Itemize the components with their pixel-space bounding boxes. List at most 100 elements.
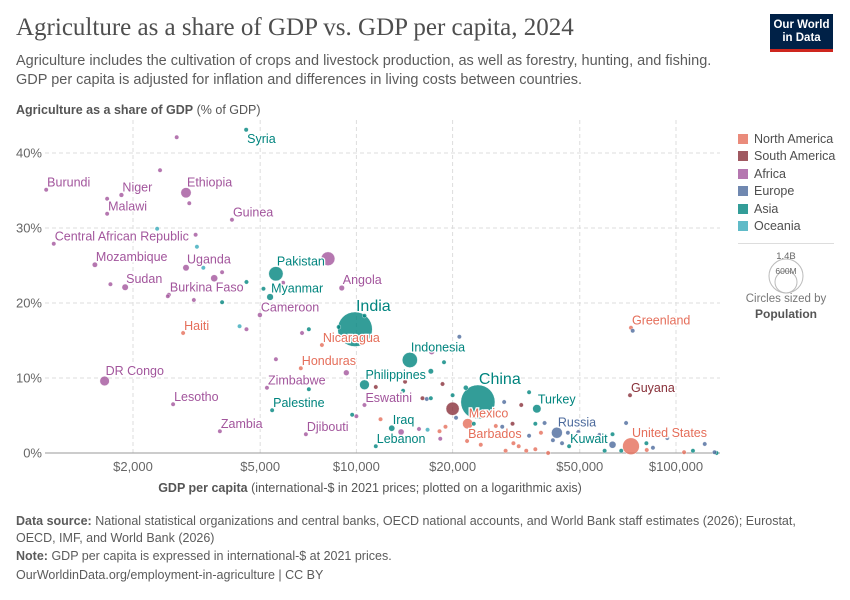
legend-swatch <box>738 151 748 162</box>
data-point-dr-congo <box>99 376 110 386</box>
data-point <box>510 421 515 427</box>
data-point-malawi <box>104 211 110 217</box>
data-point-eswatini <box>362 402 367 408</box>
data-point <box>445 401 460 416</box>
data-point-label: Djibouti <box>307 420 349 434</box>
data-point <box>542 420 547 426</box>
legend-label: South America <box>754 149 836 164</box>
data-point <box>501 399 507 405</box>
data-point-guinea <box>229 217 235 223</box>
data-point <box>428 395 434 401</box>
legend-item-north-america[interactable]: North America <box>738 130 835 148</box>
data-point <box>602 448 608 454</box>
data-point <box>503 448 509 454</box>
y-axis-label-bold: Agriculture as a share of GDP <box>16 103 194 117</box>
data-point-djibouti <box>303 431 309 437</box>
data-point <box>397 428 405 436</box>
footer: Data source: National statistical organi… <box>16 513 816 585</box>
legend-item-europe[interactable]: Europe <box>738 183 835 201</box>
size-legend-large-circle <box>768 258 804 294</box>
data-point <box>478 442 484 448</box>
data-point <box>690 448 696 454</box>
data-point-philippines <box>359 379 370 390</box>
data-point <box>349 412 355 418</box>
data-point <box>664 435 670 441</box>
data-point <box>608 441 617 449</box>
data-point <box>644 447 650 453</box>
data-point <box>493 423 499 429</box>
data-point-label: Lesotho <box>174 390 219 404</box>
data-point <box>193 232 199 238</box>
data-point <box>336 324 342 330</box>
data-point <box>373 384 379 390</box>
data-point <box>526 433 532 439</box>
data-point <box>453 415 459 421</box>
data-point-label: Philippines <box>365 368 425 382</box>
y-tick-label: 0% <box>23 446 42 461</box>
data-point-zimbabwe <box>264 385 270 391</box>
data-point <box>516 443 522 449</box>
source-url[interactable]: OurWorldinData.org/employment-in-agricul… <box>16 567 324 582</box>
data-point <box>538 430 544 436</box>
legend-item-africa[interactable]: Africa <box>738 165 835 183</box>
data-point <box>650 445 656 451</box>
data-point <box>440 381 445 387</box>
data-point <box>471 421 477 427</box>
data-point <box>244 326 249 332</box>
data-point <box>299 330 305 336</box>
legend-item-oceania[interactable]: Oceania <box>738 218 835 236</box>
data-point <box>499 424 505 430</box>
logo-text: Our World in Data <box>773 19 830 44</box>
data-point <box>550 437 556 443</box>
owid-logo[interactable]: Our World in Data <box>770 14 833 52</box>
y-tick-label: 10% <box>16 371 42 386</box>
size-legend-small-circle <box>774 270 798 294</box>
data-point-label: Zambia <box>221 417 263 431</box>
data-point-uganda <box>182 264 190 272</box>
data-point <box>353 413 359 419</box>
x-tick-label: $50,000 <box>556 459 603 474</box>
data-point-central-african-republic <box>51 241 57 247</box>
data-point <box>108 281 113 287</box>
data-point-label: Palestine <box>273 396 324 410</box>
data-point-label: Mozambique <box>96 250 168 264</box>
legend-swatch <box>738 203 748 214</box>
data-point-label: Guyana <box>631 381 675 395</box>
data-point-indonesia <box>402 352 418 368</box>
data-point-label: Burkina Faso <box>170 281 244 295</box>
data-point <box>273 356 279 362</box>
data-point <box>343 369 350 376</box>
data-point <box>597 432 602 438</box>
data-point <box>437 428 442 434</box>
x-tick-label: $2,000 <box>113 459 153 474</box>
note-text: GDP per capita is expressed in internati… <box>51 549 392 563</box>
data-point-china <box>460 384 496 420</box>
data-point-guyana <box>627 392 633 398</box>
data-source-text: National statistical organizations and c… <box>16 514 796 545</box>
data-point-label: Burundi <box>47 176 90 190</box>
data-point-label: Eswatini <box>365 391 412 405</box>
note-label: Note: <box>16 549 48 563</box>
data-point-kuwait <box>566 443 572 449</box>
data-point <box>219 269 225 275</box>
legend-item-asia[interactable]: Asia <box>738 200 835 218</box>
data-point-zambia <box>217 428 223 434</box>
data-point-honduras <box>298 365 304 371</box>
data-point-label: Zimbabwe <box>268 374 326 388</box>
data-point <box>186 200 192 206</box>
data-point-angola <box>338 284 345 292</box>
data-point-label: Uganda <box>187 253 231 267</box>
data-point-cameroon <box>257 312 263 318</box>
data-point <box>450 392 455 398</box>
x-axis-label-unit: (international-$ in 2021 prices; plotted… <box>251 481 582 495</box>
x-tick-label: $5,000 <box>240 459 280 474</box>
data-point <box>532 446 538 452</box>
data-point <box>210 274 218 282</box>
data-point-label: Barbados <box>468 427 522 441</box>
data-point-label: Iraq <box>393 413 415 427</box>
legend-item-south-america[interactable]: South America <box>738 148 835 166</box>
data-point-niger <box>118 192 124 198</box>
data-point <box>306 284 312 290</box>
data-point <box>441 359 447 365</box>
size-legend-small-label: 600M <box>775 266 796 276</box>
